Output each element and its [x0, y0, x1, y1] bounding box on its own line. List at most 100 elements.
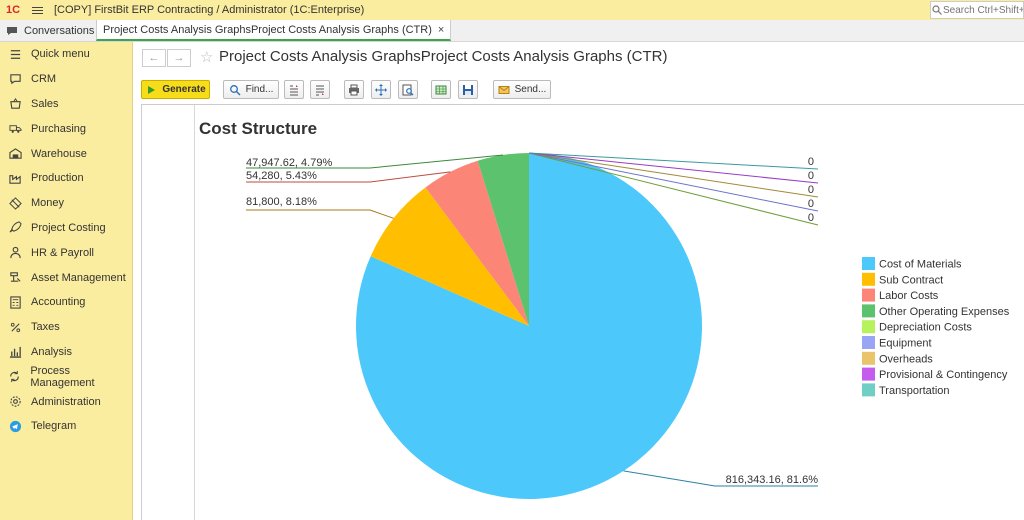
search-input[interactable] — [943, 4, 1023, 16]
telegram-icon — [8, 419, 22, 433]
play-icon — [148, 85, 156, 94]
favorite-star-icon[interactable]: ☆ — [200, 49, 214, 66]
close-icon[interactable]: × — [437, 23, 445, 36]
sidebar-item-taxes[interactable]: Taxes — [0, 315, 132, 340]
sidebar-item-label: HR & Payroll — [31, 246, 94, 259]
calculator-icon — [8, 295, 22, 309]
expand-groups-button[interactable] — [284, 80, 304, 99]
legend-item: Transportation — [879, 385, 950, 397]
printer-icon — [349, 84, 359, 95]
fit-page-button[interactable] — [371, 80, 391, 99]
sidebar-item-label: Analysis — [31, 345, 72, 358]
data-label: 81,800, 8.18% — [246, 196, 317, 208]
sidebar-item-label: Warehouse — [31, 147, 87, 160]
tab-project-costs-label: Project Costs Analysis GraphsProject Cos… — [103, 23, 432, 36]
legend-item: Depreciation Costs — [879, 322, 972, 334]
warehouse-icon — [8, 147, 22, 161]
sidebar-item-hr-payroll[interactable]: HR & Payroll — [0, 240, 132, 265]
preview-icon — [402, 84, 414, 95]
global-search[interactable] — [930, 1, 1024, 19]
data-label: 47,947.62, 4.79% — [246, 157, 332, 169]
data-label: 0 — [808, 170, 814, 182]
move-icon — [375, 83, 387, 96]
legend-swatch — [862, 367, 875, 381]
legend-swatch — [862, 320, 875, 334]
leader-line — [246, 171, 451, 183]
leader-line — [528, 152, 819, 198]
report-column-divider — [194, 105, 195, 520]
sidebar-item-warehouse[interactable]: Warehouse — [0, 141, 132, 166]
pie-slice-other-operating-expenses — [477, 153, 529, 326]
save-button[interactable] — [458, 80, 478, 99]
sidebar-item-process-management[interactable]: Process Management — [0, 364, 132, 389]
tab-project-costs[interactable]: Project Costs Analysis GraphsProject Cos… — [96, 20, 452, 41]
tab-conversations-label: Conversations — [24, 24, 95, 37]
title-bar: 1С [COPY] FirstBit ERP Contracting / Adm… — [0, 0, 1024, 20]
sidebar-item-production[interactable]: Production — [0, 166, 132, 191]
legend-item: Equipment — [879, 338, 932, 350]
person-icon — [8, 246, 22, 260]
expand-icon — [290, 84, 298, 95]
sidebar-item-quick-menu[interactable]: Quick menu — [0, 42, 132, 67]
page-title: Project Costs Analysis GraphsProject Cos… — [219, 48, 668, 65]
factory-icon — [8, 171, 22, 185]
find-button[interactable]: Find... — [223, 80, 279, 99]
envelope-icon — [498, 85, 510, 94]
asset-icon — [8, 271, 22, 285]
basket-icon — [8, 97, 22, 111]
sidebar: Quick menu CRM Sales Purchasing Warehouse Pro… — [0, 42, 133, 520]
leader-line — [528, 152, 819, 226]
toolbar: Generate Find... Send... — [141, 80, 1011, 100]
data-label: 816,343.16, 81.6% — [726, 474, 819, 486]
edit-report-button[interactable] — [431, 80, 451, 99]
spreadsheet-edit-icon — [435, 85, 447, 94]
rocket-icon — [8, 221, 22, 235]
sidebar-item-asset-management[interactable]: Asset Management — [0, 265, 132, 290]
sidebar-item-telegram[interactable]: Telegram — [0, 414, 132, 439]
sidebar-item-sales[interactable]: Sales — [0, 92, 132, 117]
main-menu-icon[interactable] — [26, 0, 48, 20]
data-label: 54,280, 5.43% — [246, 170, 317, 182]
sidebar-item-crm[interactable]: CRM — [0, 67, 132, 92]
sidebar-item-analysis[interactable]: Analysis — [0, 340, 132, 365]
money-icon — [8, 196, 22, 210]
cycle-icon — [8, 370, 21, 384]
leader-line — [528, 152, 819, 212]
sidebar-item-accounting[interactable]: Accounting — [0, 290, 132, 315]
sidebar-item-label: Process Management — [30, 364, 95, 389]
menu-icon — [8, 47, 22, 61]
send-button[interactable]: Send... — [493, 80, 551, 99]
collapse-groups-button[interactable] — [310, 80, 330, 99]
window-title: [COPY] FirstBit ERP Contracting / Admini… — [54, 4, 365, 16]
pie-slice-sub-contract — [370, 187, 529, 326]
legend-swatch — [862, 288, 875, 302]
gear-icon — [8, 395, 22, 409]
leader-line — [246, 154, 504, 169]
tab-conversations[interactable]: Conversations — [0, 20, 96, 41]
chart-title: Cost Structure — [199, 119, 318, 138]
sidebar-item-money[interactable]: Money — [0, 191, 132, 216]
pie-slice-labor-costs — [425, 160, 529, 326]
print-button[interactable] — [344, 80, 364, 99]
data-label: 0 — [808, 184, 814, 196]
legend-item: Other Operating Expenses — [879, 306, 1010, 318]
chat-icon — [8, 72, 22, 86]
sidebar-item-purchasing[interactable]: Purchasing — [0, 116, 132, 141]
sidebar-item-project-costing[interactable]: Project Costing — [0, 216, 132, 241]
legend-swatch — [862, 383, 875, 397]
legend-item: Cost of Materials — [879, 259, 962, 271]
app-logo: 1С — [5, 4, 21, 16]
find-button-label: Find... — [245, 84, 274, 95]
preview-button[interactable] — [398, 80, 418, 99]
sidebar-item-administration[interactable]: Administration — [0, 389, 132, 414]
sidebar-item-label: CRM — [31, 73, 57, 86]
sidebar-item-label: Accounting — [31, 296, 86, 309]
chart-icon — [8, 345, 22, 359]
legend-swatch — [862, 304, 875, 318]
back-button[interactable]: ← — [142, 49, 166, 67]
floppy-disk-icon — [463, 84, 473, 95]
sidebar-item-label: Asset Management — [31, 271, 126, 284]
generate-button[interactable]: Generate — [141, 80, 210, 99]
forward-button[interactable]: → — [167, 49, 191, 67]
